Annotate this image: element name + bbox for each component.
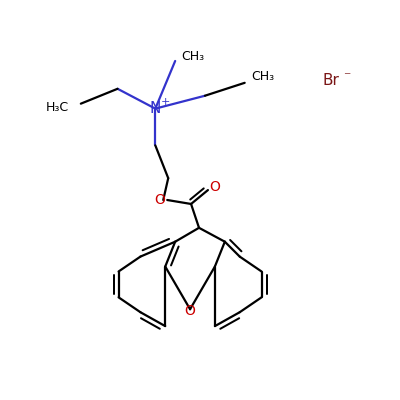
Text: O: O xyxy=(210,180,220,194)
Text: N: N xyxy=(150,101,161,116)
Text: O: O xyxy=(154,193,165,207)
Text: ⁻: ⁻ xyxy=(343,70,350,84)
Text: Br: Br xyxy=(322,73,339,88)
Text: +: + xyxy=(160,97,170,107)
Text: CH₃: CH₃ xyxy=(251,70,274,83)
Text: CH₃: CH₃ xyxy=(182,50,205,64)
Text: O: O xyxy=(185,304,196,318)
Text: H₃C: H₃C xyxy=(46,101,68,114)
